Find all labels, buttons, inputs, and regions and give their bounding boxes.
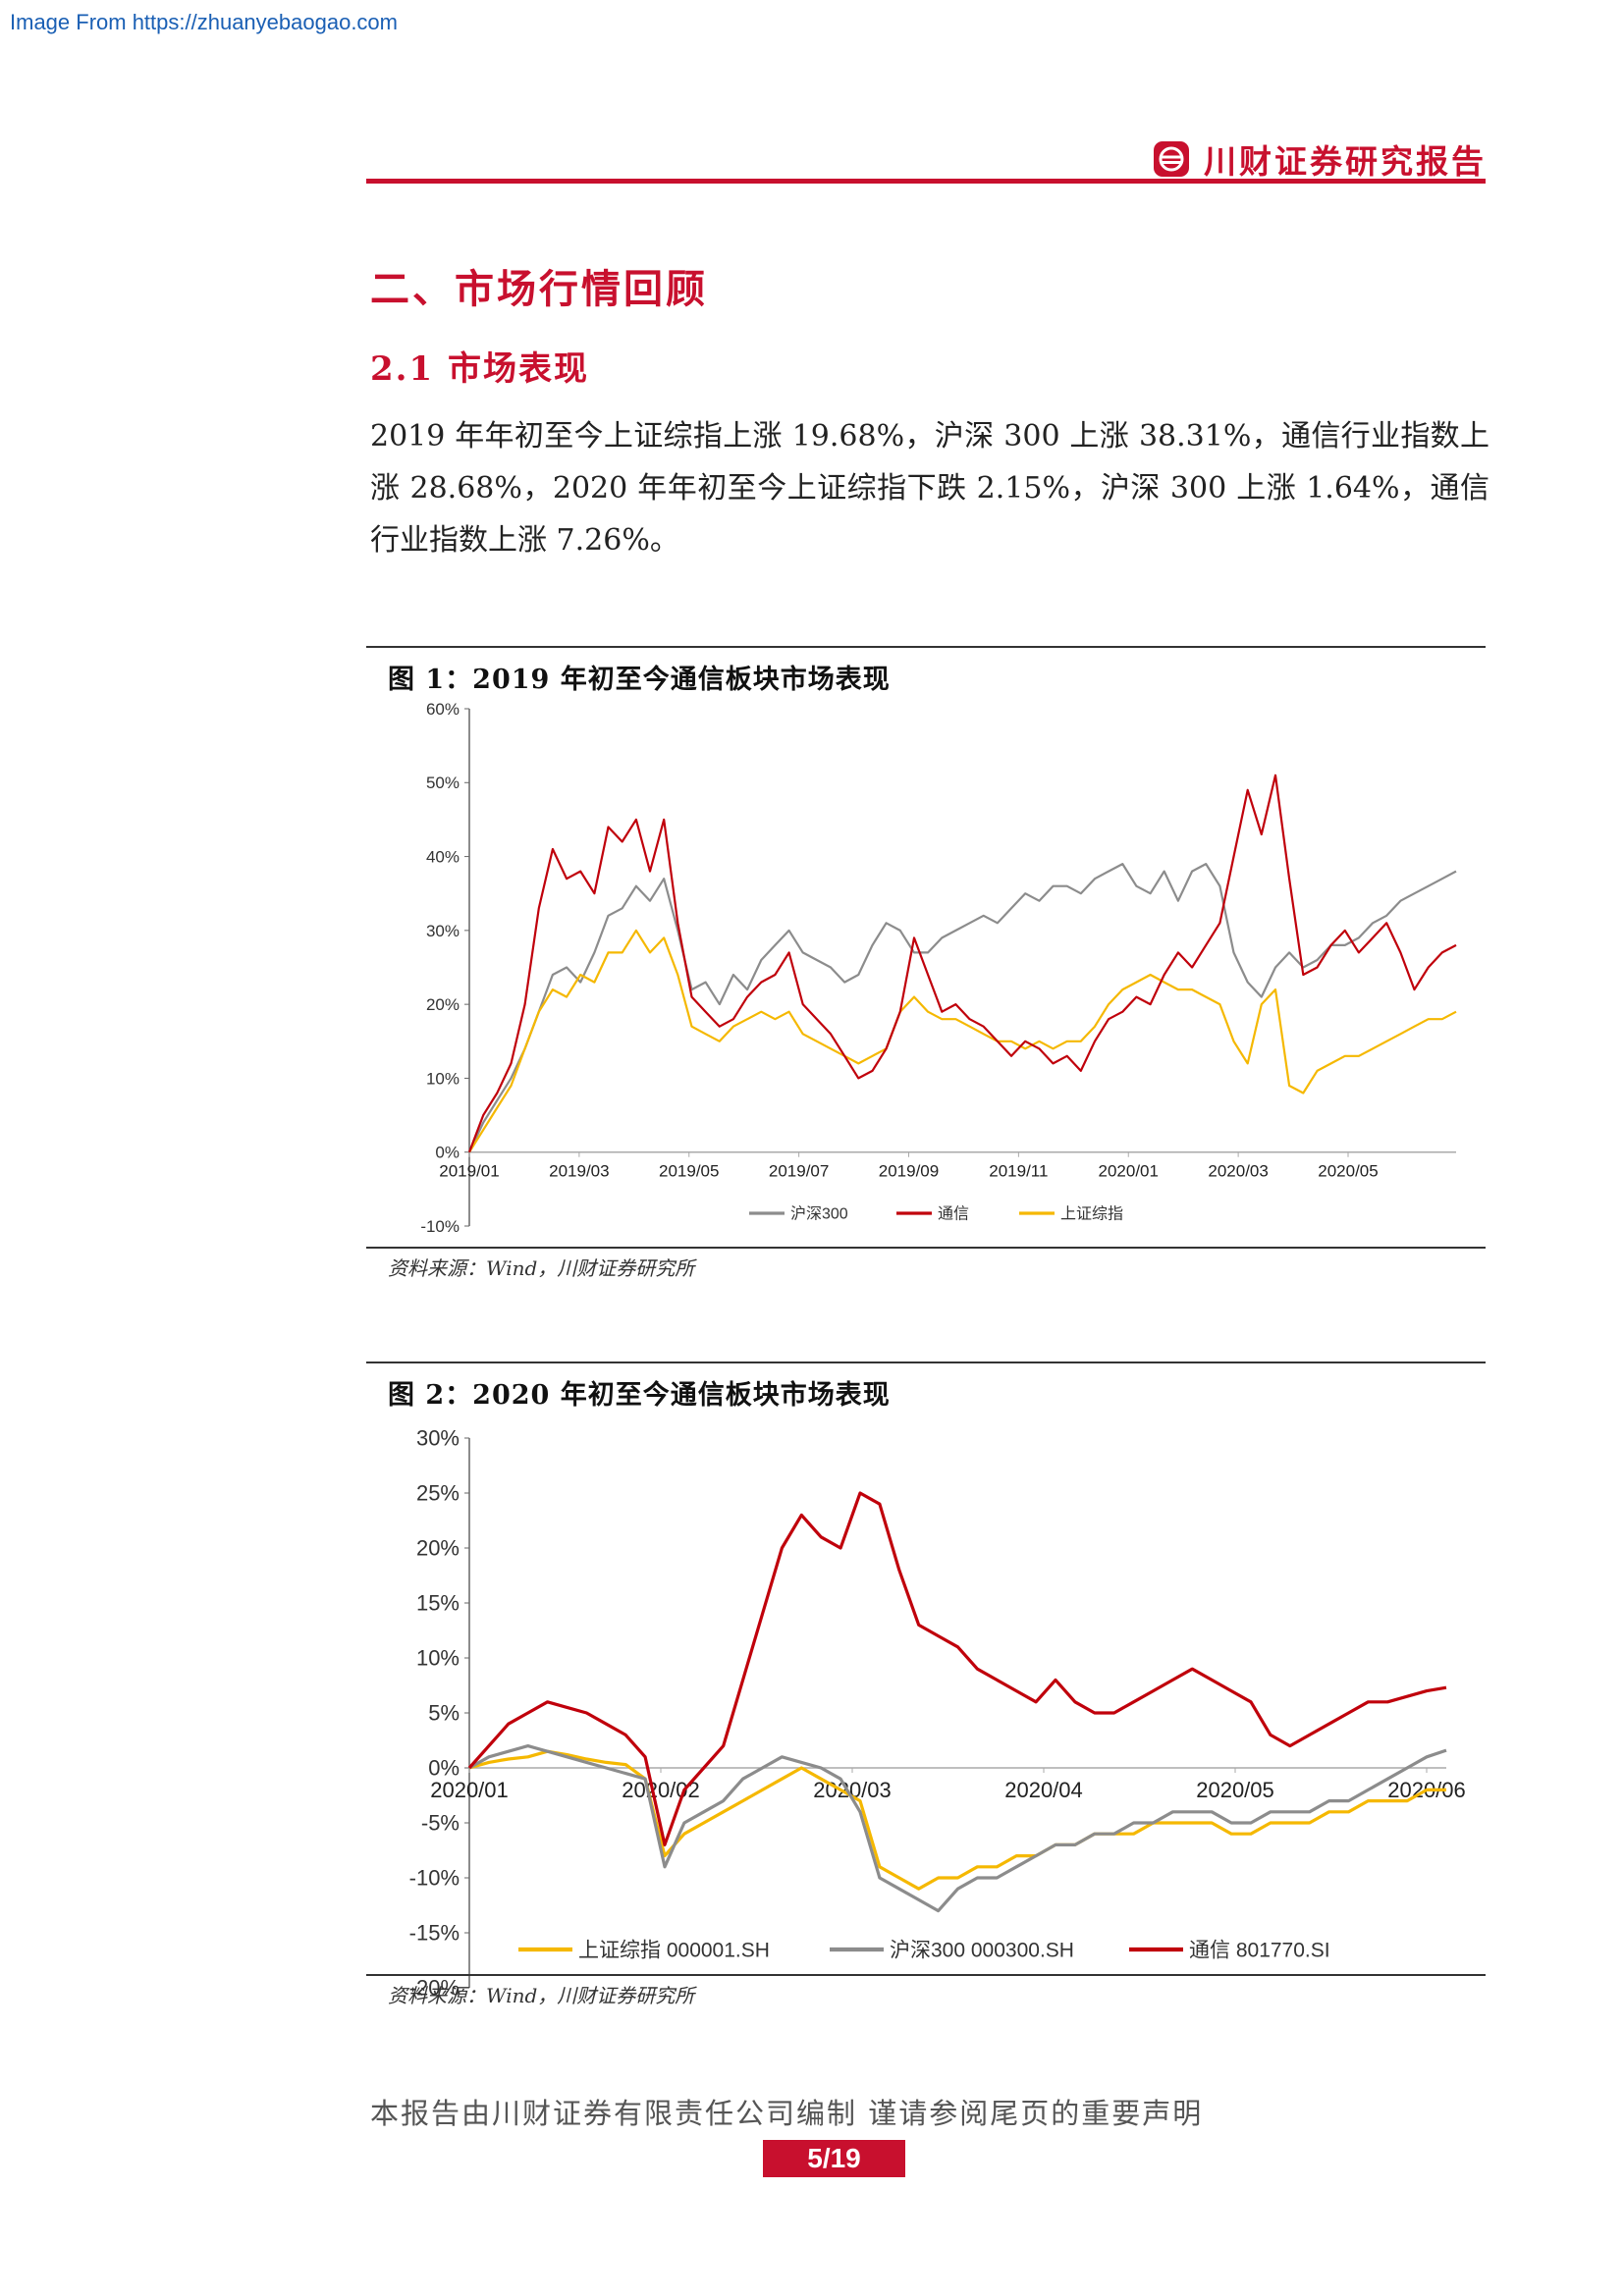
y-tick-label: 50%	[426, 774, 460, 792]
header-brand: 川财证券研究报告	[1153, 135, 1487, 183]
x-tick-label: 2020/03	[1208, 1162, 1268, 1181]
figure-title: 图 2：2020 年初至今通信板块市场表现	[388, 1380, 891, 1411]
brand-name: 川财证券研究报告	[1204, 142, 1487, 181]
figure-source: 资料来源：Wind，川财证券研究所	[388, 1256, 695, 1280]
y-tick-label: 40%	[426, 848, 460, 867]
x-tick-label: 2020/01	[1099, 1162, 1159, 1181]
y-tick-label: -5%	[421, 1811, 460, 1836]
y-tick-label: -15%	[409, 1921, 460, 1946]
y-tick-label: 20%	[426, 995, 460, 1014]
series-line	[467, 1491, 1447, 1846]
y-tick-label: 0%	[428, 1756, 460, 1781]
y-tick-label: -10%	[420, 1217, 460, 1236]
figure-top-rule	[366, 1362, 1486, 1363]
series-line	[467, 774, 1457, 1153]
x-tick-label: 2020/04	[1004, 1778, 1083, 1802]
x-tick-label: 2019/01	[439, 1162, 499, 1181]
y-tick-label: 15%	[416, 1591, 460, 1616]
legend-label: 上证综指	[1060, 1205, 1123, 1223]
footer-disclaimer: 本报告由川财证券有限责任公司编制 谨请参阅尾页的重要声明	[370, 2097, 1204, 2130]
legend-label: 上证综指 000001.SH	[578, 1939, 770, 1961]
figure-bottom-rule	[366, 1974, 1486, 1976]
y-tick-label: 10%	[426, 1069, 460, 1088]
figure-bottom-rule	[366, 1247, 1486, 1249]
legend-label: 通信	[938, 1205, 969, 1223]
legend-label: 沪深300 000300.SH	[890, 1939, 1074, 1961]
brand-logo-icon	[1154, 141, 1189, 177]
legend-label: 通信 801770.SI	[1189, 1939, 1330, 1961]
x-tick-label: 2020/05	[1318, 1162, 1378, 1181]
figure-top-rule	[366, 646, 1486, 648]
header-rule	[366, 179, 1486, 184]
y-tick-label: 0%	[435, 1144, 460, 1162]
series-line	[468, 1749, 1446, 1891]
chart-1: 60% 50% 40% 30% 20% 10% 0% -10% 2019/01 2019/03 20…	[420, 700, 1457, 1236]
y-tick-label: 60%	[426, 700, 460, 719]
summary-paragraph: 2019 年年初至今上证综指上涨 19.68%，沪深 300 上涨 38.31%…	[370, 419, 1489, 558]
y-tick-label: 30%	[416, 1426, 460, 1451]
watermark-link[interactable]: Image From https://zhuanyebaogao.com	[10, 10, 398, 34]
chart-2: 30% 25% 20% 15% 10% 5% 0% -5% -10% -15% -20% 2020/0…	[409, 1426, 1466, 2001]
series-line	[468, 863, 1457, 1153]
y-tick-label: 30%	[426, 922, 460, 940]
y-tick-label: -10%	[409, 1866, 460, 1891]
figure-source: 资料来源：Wind，川财证券研究所	[388, 1984, 695, 2007]
y-tick-label: 20%	[416, 1536, 460, 1561]
series-line	[468, 929, 1457, 1153]
series-line	[468, 1744, 1447, 1913]
legend-label: 沪深300	[790, 1205, 848, 1223]
x-tick-label: 2019/09	[879, 1162, 939, 1181]
subsection-title: 2.1 市场表现	[370, 349, 589, 389]
x-tick-label: 2020/01	[430, 1778, 509, 1802]
x-tick-label: 2019/05	[659, 1162, 719, 1181]
x-tick-label: 2019/07	[769, 1162, 829, 1181]
y-tick-label: -20%	[409, 1976, 460, 2001]
figure-2: 图 2：2020 年初至今通信板块市场表现 30% 25% 20% 15% 10% 5% 0…	[366, 1362, 1486, 2007]
x-tick-label: 2020/05	[1196, 1778, 1274, 1802]
x-tick-label: 2019/03	[549, 1162, 609, 1181]
figure-title: 图 1：2019 年初至今通信板块市场表现	[388, 665, 891, 695]
x-tick-label: 2020/02	[622, 1778, 700, 1802]
y-tick-label: 10%	[416, 1646, 460, 1671]
x-tick-label: 2019/11	[989, 1162, 1048, 1181]
y-tick-label: 5%	[428, 1701, 460, 1726]
figure-1: 图 1：2019 年初至今通信板块市场表现 60% 50% 40% 30% 20% 10%…	[366, 646, 1486, 1280]
page-number: 5/19	[763, 2140, 905, 2177]
y-tick-label: 25%	[416, 1481, 460, 1506]
section-title: 二、市场行情回顾	[370, 266, 708, 312]
